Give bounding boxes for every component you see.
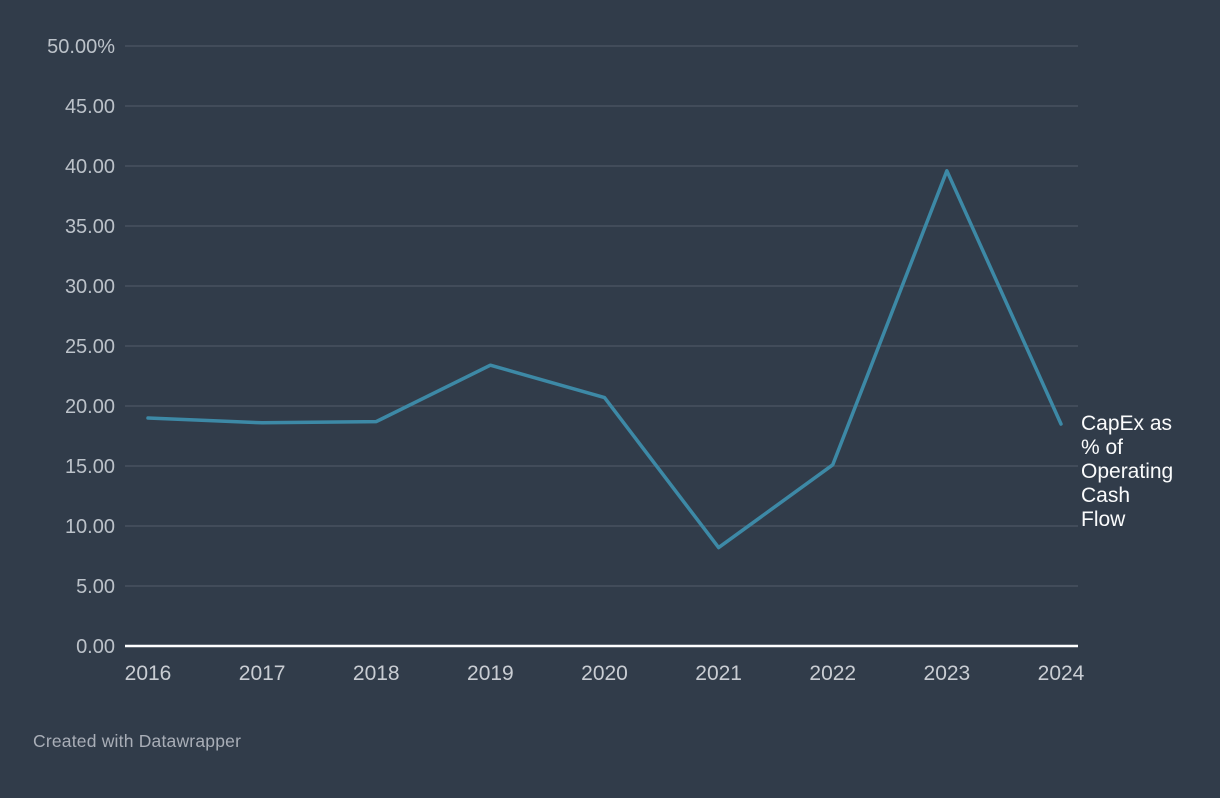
x-tick-label-2019: 2019 <box>467 662 514 685</box>
y-tick-label-50: 50.00% <box>47 36 115 58</box>
series-label-line-1: % of <box>1081 436 1123 459</box>
x-tick-label-2021: 2021 <box>695 662 742 685</box>
datawrapper-attribution-link[interactable]: Created with Datawrapper <box>33 731 242 751</box>
x-tick-label-2022: 2022 <box>809 662 856 685</box>
series-label: CapEx as% of Operating Cash Flow <box>1081 412 1173 531</box>
y-tick-label-0: 0.00 <box>76 636 115 658</box>
y-tick-label-10: 10.00 <box>65 516 115 538</box>
y-tick-label-30: 30.00 <box>65 276 115 298</box>
y-tick-label-35: 35.00 <box>65 216 115 238</box>
x-tick-label-2020: 2020 <box>581 662 628 685</box>
x-tick-label-2024: 2024 <box>1038 662 1085 685</box>
y-tick-label-15: 15.00 <box>65 456 115 478</box>
y-tick-label-45: 45.00 <box>65 96 115 118</box>
y-tick-label-25: 25.00 <box>65 336 115 358</box>
y-tick-label-20: 20.00 <box>65 396 115 418</box>
y-tick-label-5: 5.00 <box>76 576 115 598</box>
series-label-line-0: CapEx as <box>1081 412 1172 435</box>
x-tick-label-2017: 2017 <box>239 662 286 685</box>
series-line <box>146 169 1063 550</box>
x-tick-label-2018: 2018 <box>353 662 400 685</box>
y-tick-label-40: 40.00 <box>65 156 115 178</box>
series-label-line-2: Operating <box>1081 460 1173 483</box>
x-tick-label-2023: 2023 <box>924 662 971 685</box>
series-label-line-4: Flow <box>1081 508 1126 531</box>
series-label-line-3: Cash <box>1081 484 1130 507</box>
x-tick-label-2016: 2016 <box>125 662 172 685</box>
